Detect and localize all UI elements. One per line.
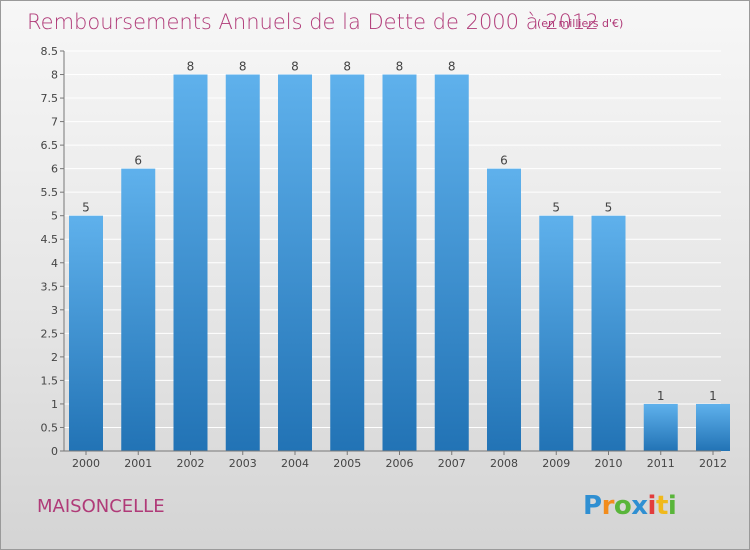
bar [382,74,417,451]
bar [278,74,312,451]
bar [225,74,260,451]
logo-letter: P [583,491,602,521]
y-tick-label: 6 [51,163,58,176]
y-tick-label: 4 [51,257,58,270]
y-tick-label: 1 [51,398,58,411]
logo-letter: t [655,491,668,521]
bar-value-label: 5 [605,201,613,215]
logo-letter: o [613,491,632,521]
bar [434,74,469,451]
bar-value-label: 5 [552,201,560,215]
bar-value-label: 8 [187,60,195,74]
x-tick-label: 2007 [438,457,466,470]
y-tick-label: 4.5 [41,233,59,246]
x-axis: 2000 2001 2002 2003 2004 2005 2006 2007 2008 2009… [64,450,727,470]
y-tick-label: 3 [51,304,58,317]
logo-letter: r [601,491,615,521]
chart-title: Remboursements Annuels de la Dette de 20… [27,10,599,34]
x-tick-label: 2011 [647,457,675,470]
y-tick-label: 1.5 [41,374,59,387]
y-tick-label: 5 [51,210,58,223]
x-tick-label: 2000 [72,457,100,470]
bars: 5 6 8 8 8 8 8 8 6 5 5 1 1 [69,60,730,451]
bar [696,403,730,451]
y-tick-label: 7.5 [41,92,59,105]
bar [69,215,103,451]
bar [173,74,208,451]
y-tick-label: 8 [51,69,58,82]
proxiti-logo: Proxiti [583,491,677,521]
bar-value-label: 8 [448,60,456,74]
commune-name: MAISONCELLE [37,496,165,517]
x-tick-label: 2003 [229,457,257,470]
y-axis: 0 0.5 1 1.5 2 2.5 3 3.5 4 4.5 5 5.5 6 6.5 7 7.5 8 8.5 [41,45,65,458]
x-tick-label: 2002 [177,457,205,470]
x-tick-label: 2005 [333,457,361,470]
bar [591,215,626,451]
bar [539,215,574,451]
y-tick-label: 3.5 [41,280,59,293]
x-tick-label: 2004 [281,457,309,470]
chart-unit: (en milliers d'€) [537,17,624,30]
bar-value-label: 8 [239,60,247,74]
bar-value-label: 6 [500,154,508,168]
logo-letter: i [647,491,657,521]
x-tick-label: 2006 [386,457,414,470]
bar-value-label: 1 [657,389,665,403]
bar [487,168,521,451]
y-tick-label: 0.5 [41,421,59,434]
bar-value-label: 5 [82,201,90,215]
bar [121,168,156,451]
x-tick-label: 2010 [595,457,623,470]
y-tick-label: 0 [51,445,58,458]
y-tick-label: 8.5 [41,45,59,58]
bar-value-label: 1 [709,389,717,403]
y-tick-label: 7 [51,116,58,129]
bar [643,403,678,451]
y-tick-label: 6.5 [41,139,59,152]
y-tick-label: 2 [51,351,58,364]
bar-value-label: 8 [396,60,404,74]
bar-value-label: 8 [291,60,299,74]
bar [330,74,365,451]
logo-letter: x [631,491,648,521]
x-tick-label: 2008 [490,457,518,470]
logo-letter: i [667,491,677,521]
y-tick-label: 5.5 [41,186,59,199]
y-tick-label: 2.5 [41,327,59,340]
x-tick-label: 2012 [699,457,727,470]
x-tick-label: 2009 [542,457,570,470]
bar-value-label: 6 [134,154,142,168]
x-tick-label: 2001 [124,457,152,470]
bar-value-label: 8 [343,60,351,74]
